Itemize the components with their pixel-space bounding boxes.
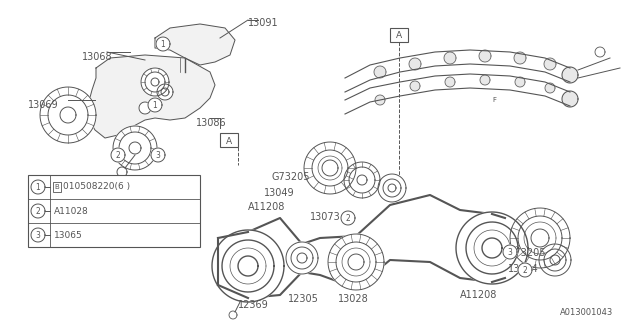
Text: 2: 2 — [346, 214, 350, 223]
Text: 3: 3 — [36, 231, 40, 240]
Bar — [53, 182, 61, 192]
Text: B: B — [54, 184, 60, 190]
Polygon shape — [344, 162, 380, 198]
Polygon shape — [129, 142, 141, 154]
Text: G73205: G73205 — [272, 172, 310, 182]
Polygon shape — [117, 167, 127, 177]
Polygon shape — [374, 66, 386, 78]
Polygon shape — [328, 234, 384, 290]
Polygon shape — [456, 212, 528, 284]
Polygon shape — [545, 83, 555, 93]
Polygon shape — [539, 244, 571, 276]
Polygon shape — [515, 77, 525, 87]
Text: G73205: G73205 — [508, 248, 547, 258]
Polygon shape — [304, 142, 356, 194]
Polygon shape — [113, 126, 157, 170]
Text: 12369: 12369 — [238, 300, 269, 310]
Polygon shape — [31, 228, 45, 242]
Text: A: A — [226, 137, 232, 146]
Polygon shape — [410, 81, 420, 91]
Polygon shape — [156, 37, 170, 51]
Text: 13068: 13068 — [82, 52, 113, 62]
Text: 1: 1 — [36, 183, 40, 192]
Polygon shape — [40, 87, 96, 143]
Bar — [390, 28, 408, 42]
Text: 13054: 13054 — [508, 264, 539, 274]
Polygon shape — [595, 47, 605, 57]
Polygon shape — [212, 230, 284, 302]
Polygon shape — [139, 102, 151, 114]
Text: 12305: 12305 — [288, 294, 319, 304]
Text: 2: 2 — [36, 207, 40, 216]
Polygon shape — [148, 98, 162, 112]
Polygon shape — [348, 254, 364, 270]
Polygon shape — [480, 75, 490, 85]
Polygon shape — [444, 52, 456, 64]
Polygon shape — [111, 148, 125, 162]
Polygon shape — [388, 184, 396, 192]
Polygon shape — [550, 255, 560, 265]
Text: 13073: 13073 — [310, 212, 340, 222]
Polygon shape — [145, 72, 165, 92]
Text: 13086: 13086 — [196, 118, 227, 128]
Text: F: F — [492, 97, 496, 103]
Polygon shape — [297, 253, 307, 263]
Polygon shape — [518, 263, 532, 277]
Polygon shape — [286, 242, 318, 274]
Polygon shape — [238, 256, 258, 276]
Text: 1: 1 — [152, 101, 157, 110]
Text: 13065: 13065 — [54, 230, 83, 239]
Polygon shape — [336, 242, 376, 282]
Polygon shape — [510, 208, 570, 268]
Text: 13069: 13069 — [28, 100, 59, 110]
Text: 3: 3 — [156, 151, 161, 160]
Polygon shape — [151, 148, 165, 162]
Polygon shape — [375, 95, 385, 105]
Text: A013001043: A013001043 — [560, 308, 613, 317]
Text: A11208: A11208 — [460, 290, 497, 300]
Polygon shape — [562, 91, 578, 107]
Polygon shape — [503, 245, 517, 259]
Text: 2: 2 — [523, 266, 527, 275]
Text: A11028: A11028 — [54, 206, 89, 215]
Polygon shape — [445, 77, 455, 87]
Polygon shape — [155, 24, 235, 65]
Polygon shape — [531, 229, 549, 247]
Polygon shape — [349, 167, 375, 193]
Polygon shape — [31, 204, 45, 218]
Text: 3: 3 — [508, 248, 513, 257]
Polygon shape — [312, 150, 348, 186]
Polygon shape — [341, 211, 355, 225]
Polygon shape — [518, 216, 562, 260]
Polygon shape — [31, 180, 45, 194]
Polygon shape — [409, 58, 421, 70]
Text: 13049: 13049 — [264, 188, 294, 198]
Polygon shape — [322, 160, 338, 176]
Polygon shape — [157, 84, 173, 100]
Polygon shape — [88, 55, 215, 138]
Text: 010508220(6 ): 010508220(6 ) — [63, 182, 130, 191]
Bar — [28, 175, 200, 247]
Polygon shape — [357, 175, 367, 185]
Bar — [220, 133, 238, 147]
Polygon shape — [378, 174, 406, 202]
Polygon shape — [562, 67, 578, 83]
Polygon shape — [482, 238, 502, 258]
Polygon shape — [48, 95, 88, 135]
Polygon shape — [544, 58, 556, 70]
Text: 13091: 13091 — [248, 18, 278, 28]
Polygon shape — [514, 52, 526, 64]
Polygon shape — [119, 132, 151, 164]
Polygon shape — [229, 311, 237, 319]
Polygon shape — [479, 50, 491, 62]
Text: 1: 1 — [161, 40, 165, 49]
Text: A: A — [396, 31, 402, 41]
Polygon shape — [60, 107, 76, 123]
Text: A11208: A11208 — [248, 202, 285, 212]
Text: 13028: 13028 — [338, 294, 369, 304]
Text: 2: 2 — [116, 151, 120, 160]
Polygon shape — [141, 68, 169, 96]
Polygon shape — [151, 78, 159, 86]
